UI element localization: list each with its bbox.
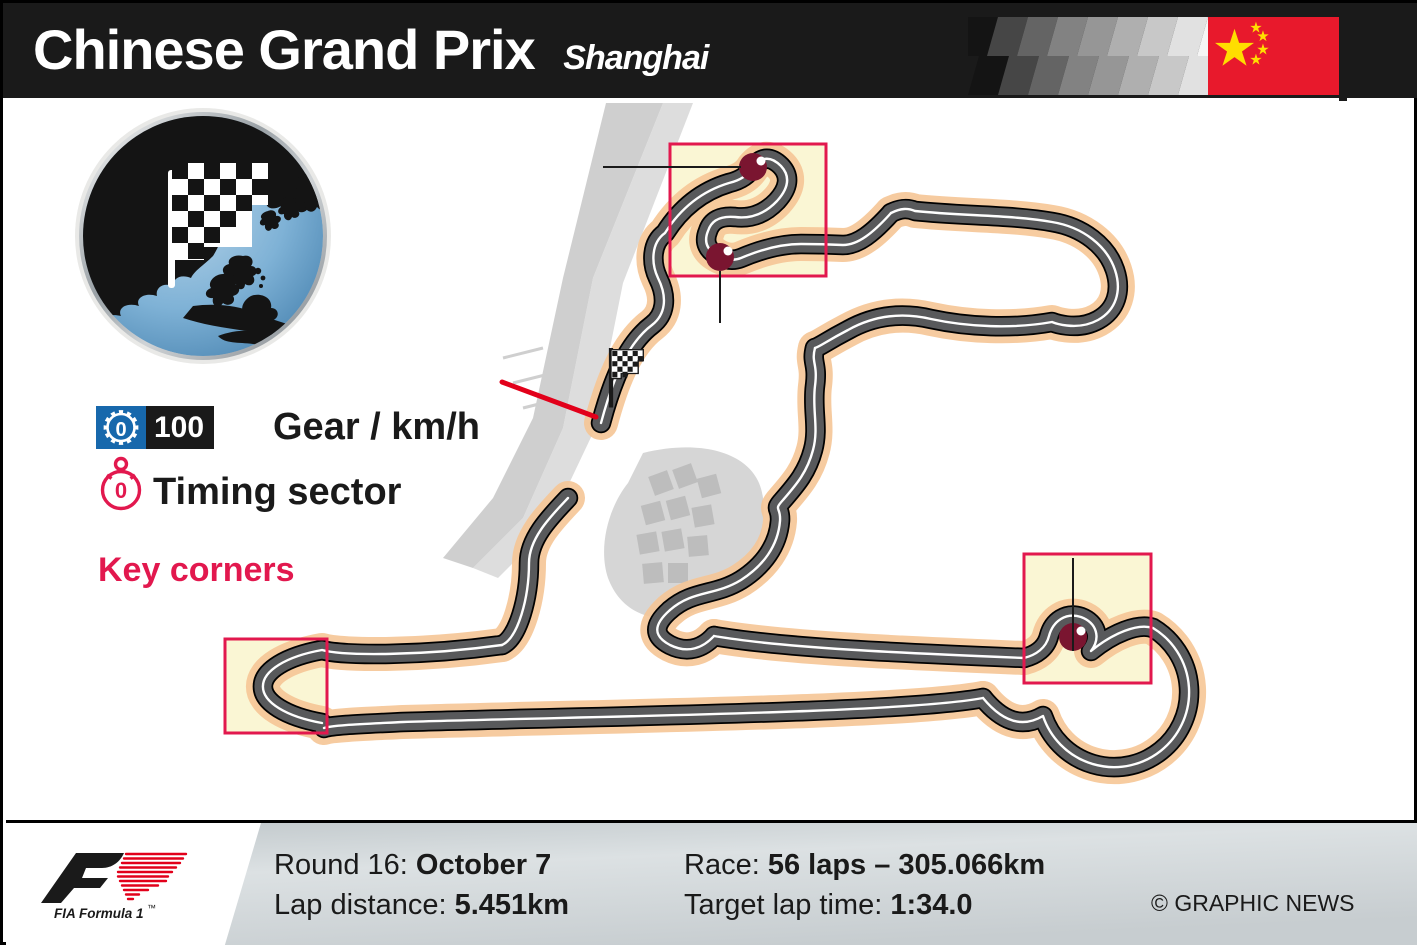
svg-text:FIA Formula 1: FIA Formula 1 <box>54 906 144 921</box>
svg-text:™: ™ <box>147 903 156 913</box>
